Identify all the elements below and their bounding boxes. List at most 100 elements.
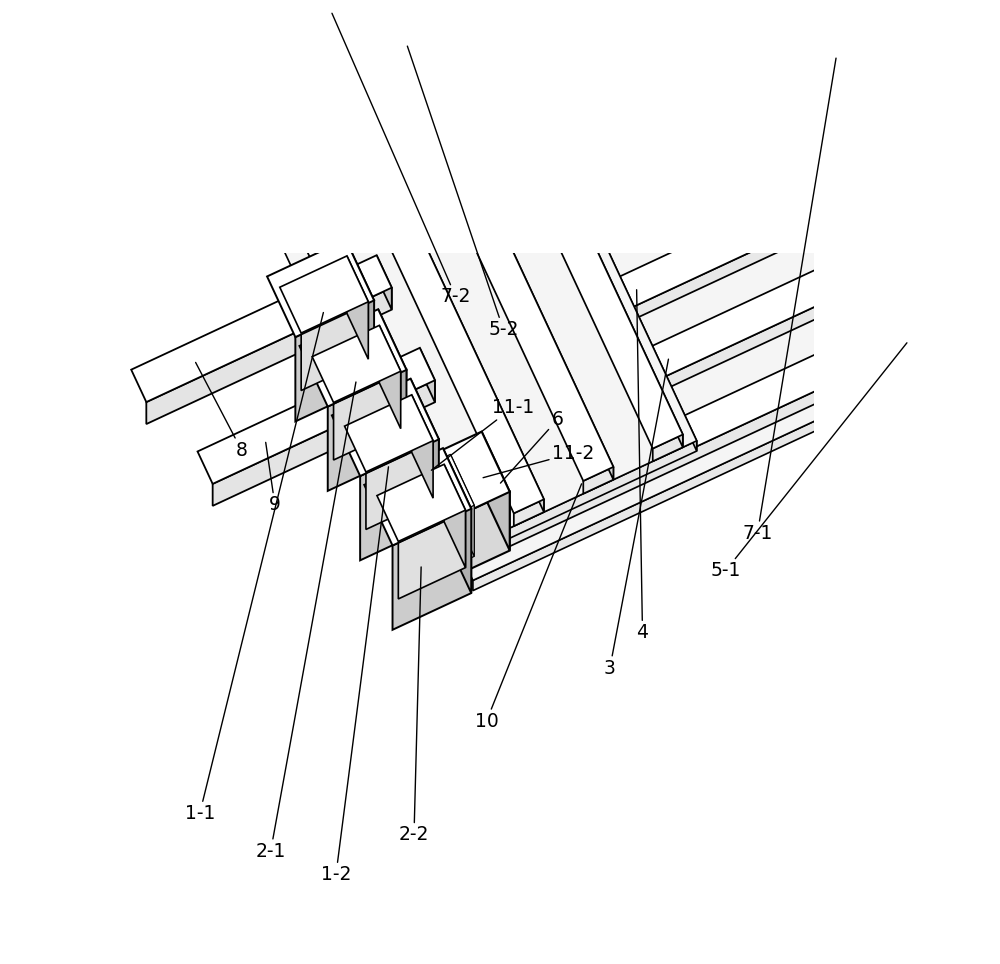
Text: 9: 9 [266,442,281,515]
Polygon shape [334,371,401,460]
Polygon shape [398,510,465,599]
Polygon shape [789,109,913,386]
Polygon shape [444,532,474,558]
Text: 7-2: 7-2 [332,13,471,307]
Text: 10: 10 [475,484,582,731]
Polygon shape [223,0,491,66]
Polygon shape [312,326,401,403]
Polygon shape [653,435,683,462]
Text: 1-1: 1-1 [185,312,323,823]
Polygon shape [328,370,406,491]
Polygon shape [319,83,544,513]
Polygon shape [237,0,503,161]
Polygon shape [452,513,458,567]
Polygon shape [198,348,435,484]
Polygon shape [514,499,544,526]
Polygon shape [458,17,683,448]
Polygon shape [437,458,466,512]
Polygon shape [349,109,913,580]
Polygon shape [450,454,474,556]
Text: 2-2: 2-2 [399,567,429,844]
Polygon shape [421,432,510,520]
Polygon shape [388,179,842,415]
Polygon shape [379,326,401,429]
Polygon shape [420,249,874,484]
Polygon shape [442,458,466,560]
Polygon shape [434,280,874,497]
Polygon shape [444,465,465,568]
Polygon shape [213,380,435,506]
Polygon shape [243,0,491,129]
Polygon shape [345,395,433,472]
Text: 5-2: 5-2 [407,46,519,339]
Polygon shape [479,0,503,37]
Polygon shape [378,309,406,454]
Polygon shape [280,115,474,545]
Polygon shape [350,83,544,512]
Polygon shape [469,505,474,559]
Polygon shape [267,240,374,337]
Polygon shape [389,50,613,481]
Polygon shape [828,179,842,223]
Polygon shape [280,255,368,333]
Polygon shape [236,24,697,565]
Polygon shape [347,255,368,360]
Polygon shape [450,492,510,578]
Polygon shape [798,21,957,290]
Polygon shape [420,348,435,402]
Polygon shape [212,0,503,61]
Text: 4: 4 [636,290,648,642]
Polygon shape [473,375,913,591]
Text: 5-1: 5-1 [710,343,907,580]
Polygon shape [460,509,466,563]
Polygon shape [910,262,964,387]
Polygon shape [364,448,471,546]
Polygon shape [393,509,471,629]
Polygon shape [295,301,374,421]
Polygon shape [860,249,874,292]
Polygon shape [360,440,439,560]
Polygon shape [502,24,697,451]
Polygon shape [583,467,613,494]
Text: 11-2: 11-2 [483,443,594,478]
Polygon shape [786,0,964,287]
Polygon shape [466,349,906,567]
Polygon shape [430,441,697,576]
Polygon shape [250,115,474,546]
Polygon shape [842,21,957,334]
Text: 2-1: 2-1 [255,382,356,861]
Polygon shape [892,318,906,362]
Polygon shape [402,210,842,428]
Polygon shape [131,255,392,402]
Polygon shape [332,379,439,476]
Polygon shape [482,432,510,550]
Polygon shape [146,287,392,424]
Polygon shape [355,110,809,345]
Text: 3: 3 [604,360,668,678]
Text: 6: 6 [500,411,563,483]
Polygon shape [369,140,809,359]
Polygon shape [913,269,957,354]
Polygon shape [445,454,474,508]
Polygon shape [452,318,906,553]
Polygon shape [346,240,374,385]
Polygon shape [411,379,439,523]
Polygon shape [301,302,368,390]
Polygon shape [366,441,433,529]
Polygon shape [489,17,683,447]
Polygon shape [377,255,392,309]
Polygon shape [443,448,471,593]
Polygon shape [377,465,465,542]
Text: 11-1: 11-1 [431,398,534,470]
Polygon shape [412,395,433,498]
Text: 7-1: 7-1 [742,58,836,543]
Polygon shape [795,110,809,153]
Polygon shape [470,0,491,13]
Polygon shape [434,462,458,564]
Polygon shape [428,462,458,516]
Polygon shape [840,0,964,362]
Text: 1-2: 1-2 [321,467,388,884]
Polygon shape [299,309,406,407]
Polygon shape [419,50,613,480]
Text: 8: 8 [196,362,248,460]
